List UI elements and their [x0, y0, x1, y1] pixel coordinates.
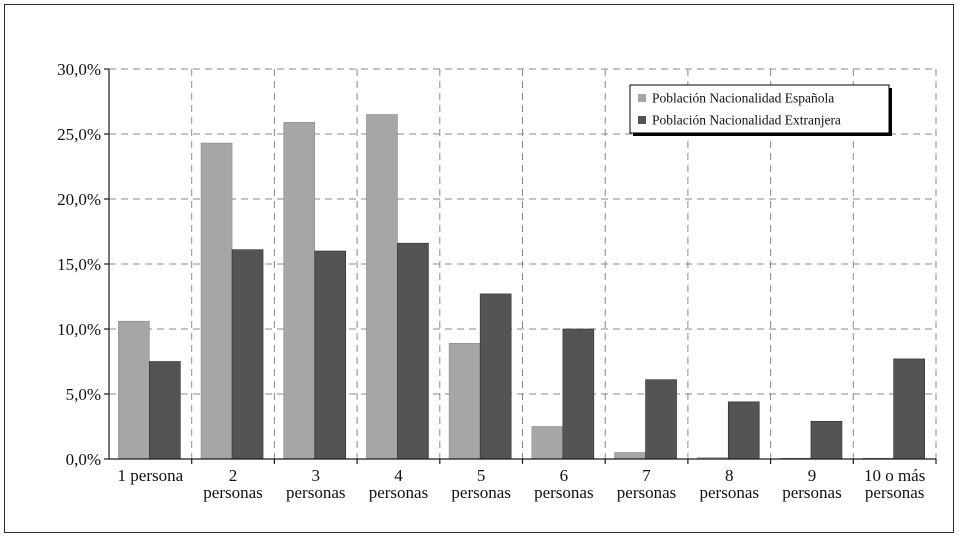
x-category-label: 10 o más	[864, 466, 925, 485]
bar-extranjera	[149, 361, 181, 460]
bar-espanola	[200, 142, 233, 460]
y-tick-label: 5,0%	[66, 385, 101, 404]
x-category-label: 7	[642, 466, 651, 485]
x-category-label: 8	[725, 466, 734, 485]
y-tick-label: 15,0%	[57, 255, 101, 274]
x-category-label: 1 persona	[118, 466, 184, 485]
bar-extranjera	[314, 250, 347, 460]
bar-extranjera	[893, 358, 925, 460]
bar-chart: 0,0% 5,0% 10,0% 15,0% 20,0% 25,0% 30,0% 1 pers…	[57, 60, 937, 502]
bar-extranjera	[231, 249, 264, 460]
legend-label: Población Nacionalidad Española	[652, 91, 834, 106]
x-category-label: 6	[560, 466, 569, 485]
y-tick-label: 20,0%	[57, 190, 101, 209]
legend: Población Nacionalidad Española Población…	[629, 84, 892, 136]
y-tick-label: 25,0%	[57, 125, 101, 144]
legend-swatch	[638, 94, 646, 102]
x-category-label: personas	[782, 483, 841, 502]
x-category-label: personas	[700, 483, 759, 502]
x-category-label: 5	[477, 466, 486, 485]
x-category-label: personas	[451, 483, 510, 502]
bar-extranjera	[479, 293, 512, 460]
axes	[104, 68, 937, 464]
bar-extranjera	[562, 328, 595, 460]
x-category-label: personas	[369, 483, 428, 502]
chart-frame: 0,0% 5,0% 10,0% 15,0% 20,0% 25,0% 30,0% 1 pers…	[4, 4, 954, 533]
bar-extranjera	[645, 379, 677, 460]
y-tick-labels: 0,0% 5,0% 10,0% 15,0% 20,0% 25,0% 30,0%	[57, 60, 101, 469]
bar-espanola	[614, 452, 646, 460]
y-tick-label: 10,0%	[57, 320, 101, 339]
x-category-label: personas	[203, 483, 262, 502]
x-category-label: personas	[534, 483, 593, 502]
legend-box	[629, 84, 890, 134]
x-category-labels: 1 persona 2personas3personas4personas5per…	[118, 466, 926, 502]
x-category-label: 4	[394, 466, 403, 485]
legend-swatch	[638, 116, 646, 124]
bar-extranjera	[810, 420, 843, 460]
x-category-label: personas	[865, 483, 924, 502]
bars	[118, 114, 925, 460]
y-tick-label: 0,0%	[66, 450, 101, 469]
y-tick-label: 30,0%	[57, 60, 101, 79]
bar-espanola	[448, 342, 481, 460]
x-category-label: 9	[808, 466, 817, 485]
x-category-label: personas	[286, 483, 345, 502]
bar-extranjera	[727, 401, 760, 460]
x-category-label: 3	[312, 466, 321, 485]
bar-espanola	[118, 320, 150, 460]
x-category-label: personas	[617, 483, 676, 502]
bar-extranjera	[397, 242, 429, 460]
bar-espanola	[531, 426, 564, 460]
bar-espanola	[283, 122, 316, 460]
legend-label: Población Nacionalidad Extranjera	[652, 113, 841, 128]
x-category-label: 2	[229, 466, 238, 485]
bar-espanola	[366, 114, 398, 460]
